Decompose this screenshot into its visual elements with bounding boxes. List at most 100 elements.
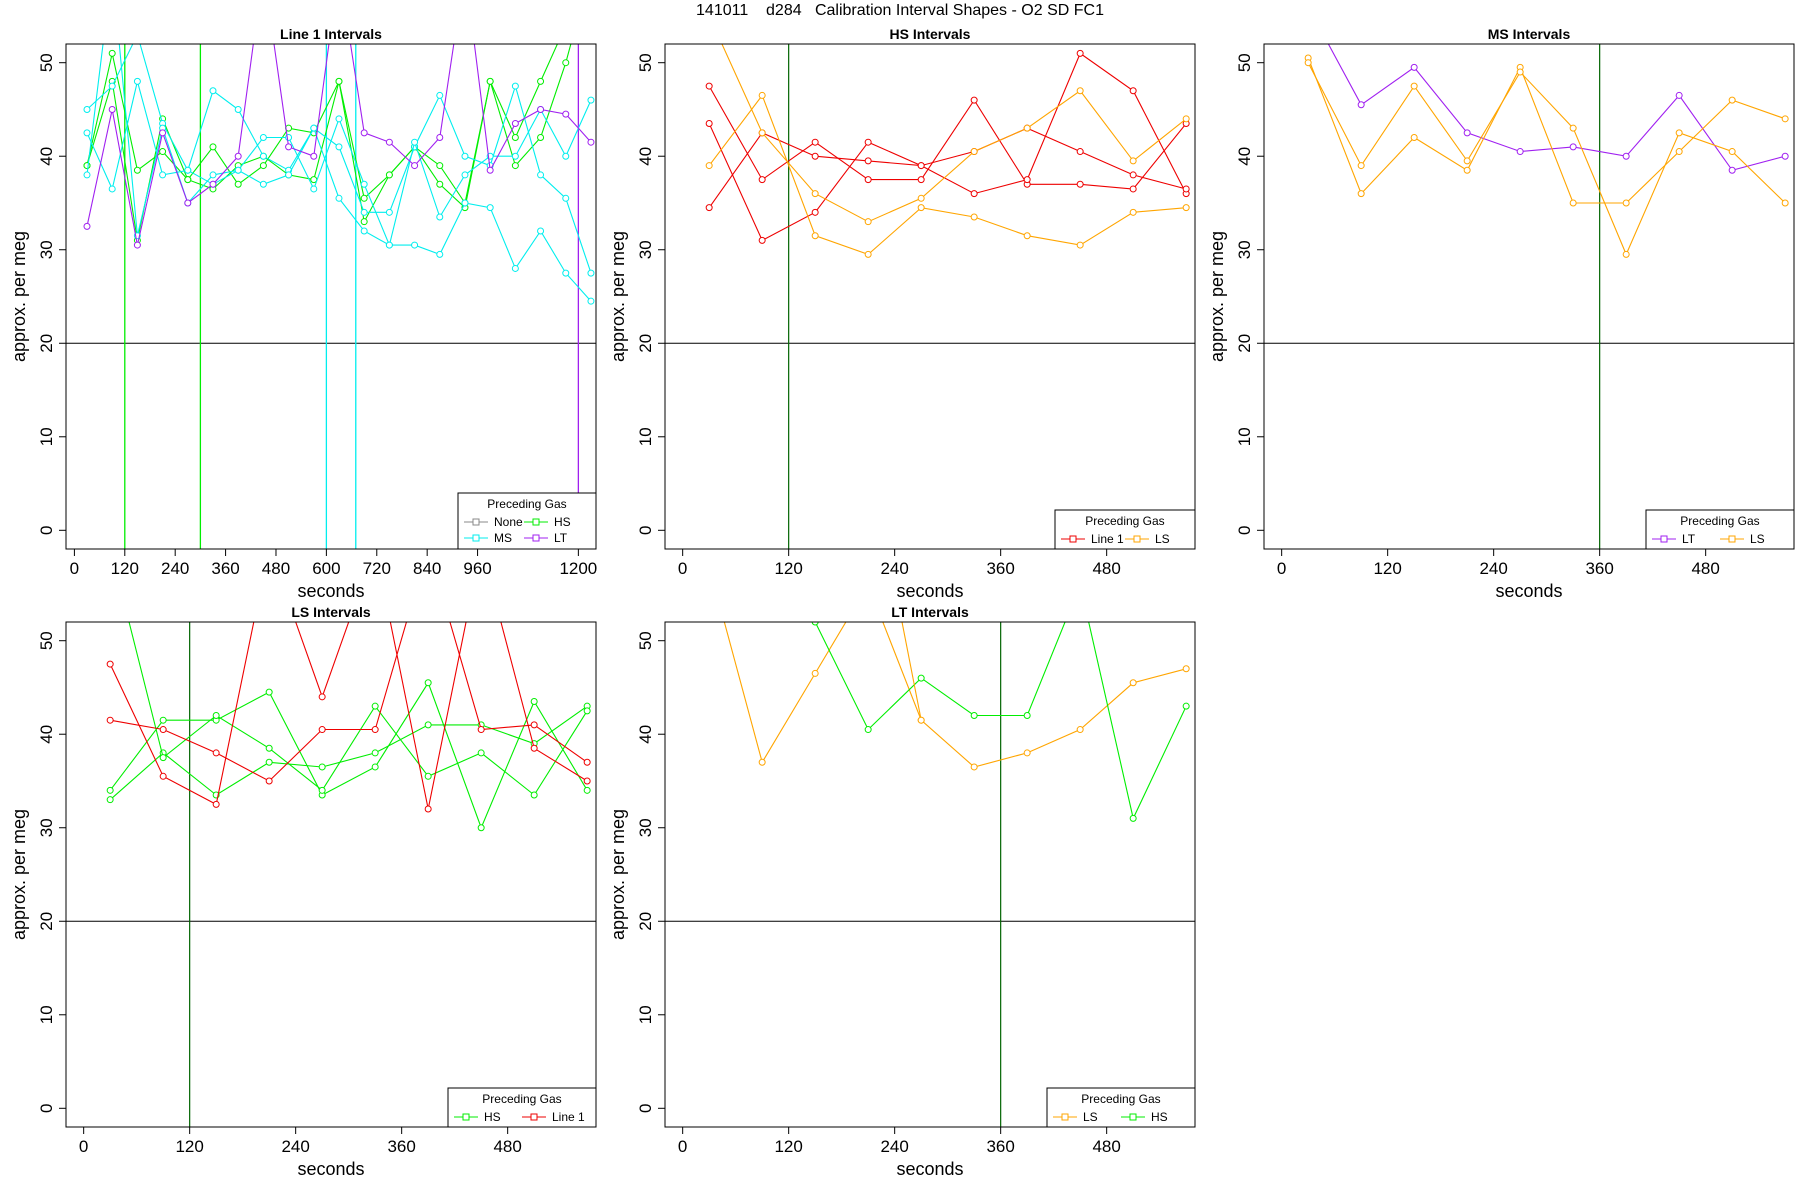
data-point (530, 697, 538, 705)
data-point (1129, 87, 1137, 95)
data-point (537, 227, 545, 235)
data-point (310, 124, 318, 132)
data-point (1569, 124, 1577, 132)
data-point (209, 171, 217, 179)
data-point (133, 241, 141, 249)
plot-area (66, 622, 596, 1127)
data-point (811, 190, 819, 198)
y-tick-label: 30 (37, 240, 56, 259)
y-tick-label: 40 (636, 147, 655, 166)
legend: Preceding Gas HS Line 1 (447, 1087, 597, 1128)
data-point (212, 749, 220, 757)
legend: Preceding Gas Line 1 LS (1054, 509, 1196, 550)
legend-label: HS (554, 515, 571, 529)
x-tick-label: 600 (312, 559, 340, 578)
data-point (1781, 199, 1789, 207)
data-point (864, 726, 872, 734)
data-point (1076, 49, 1084, 57)
legend: Preceding Gas LS HS (1046, 1087, 1196, 1128)
data-point (511, 152, 519, 160)
data-point (1076, 87, 1084, 95)
x-tick-label: 480 (1092, 559, 1120, 578)
data-point (587, 138, 595, 146)
data-point (1357, 190, 1365, 198)
y-tick-label: 20 (636, 334, 655, 353)
data-point (1182, 204, 1190, 212)
data-point (477, 749, 485, 757)
y-tick-label: 40 (37, 725, 56, 744)
series-line (1327, 44, 1786, 171)
data-point (1076, 726, 1084, 734)
legend: Preceding Gas None HS MS LT (457, 492, 597, 550)
data-point (1077, 582, 1083, 588)
data-point (530, 744, 538, 752)
data-point (705, 119, 713, 127)
data-point (511, 162, 519, 170)
x-tick-label: 360 (986, 1137, 1014, 1156)
y-tick-label: 50 (37, 631, 56, 650)
data-point (1622, 199, 1630, 207)
panel-title: LT Intervals (891, 604, 969, 620)
data-point (583, 758, 591, 766)
data-point (335, 143, 343, 151)
y-tick-label: 10 (1235, 427, 1254, 446)
series-line (708, 94, 1187, 256)
y-tick-label: 0 (37, 526, 56, 535)
legend-label: LT (554, 531, 568, 545)
data-point (970, 190, 978, 198)
data-point (1675, 148, 1683, 156)
y-tick-label: 0 (636, 526, 655, 535)
data-point (1182, 702, 1190, 710)
data-point (1569, 143, 1577, 151)
data-point (371, 702, 379, 710)
plot-area (665, 582, 1195, 1127)
data-point (83, 105, 91, 113)
series-line (708, 85, 1187, 190)
data-point (310, 185, 318, 193)
legend-swatch-marker (1660, 535, 1668, 543)
chart-panel: Line 1 Intervals 0 120 240 360 480 600 720 840 96… (9, 26, 597, 601)
data-point (705, 82, 713, 90)
series-line (86, 44, 592, 246)
data-point (917, 204, 925, 212)
data-point (530, 791, 538, 799)
data-point (758, 236, 766, 244)
data-point (360, 194, 368, 202)
data-point (1023, 712, 1031, 720)
data-point (259, 134, 267, 142)
data-point (1129, 171, 1137, 179)
y-tick-label: 20 (37, 334, 56, 353)
data-point (371, 763, 379, 771)
y-axis-label: approx. per meg (9, 809, 29, 940)
data-point (1023, 749, 1031, 757)
data-point (587, 297, 595, 305)
panel-title: HS Intervals (890, 26, 971, 42)
series-line (1307, 57, 1786, 204)
data-point (486, 77, 494, 85)
data-point (705, 162, 713, 170)
y-axis-label: approx. per meg (608, 809, 628, 940)
panel-title: LS Intervals (291, 604, 371, 620)
plot-area (665, 44, 1195, 549)
y-tick-label: 50 (1235, 53, 1254, 72)
x-tick-label: 240 (880, 559, 908, 578)
data-point (436, 162, 444, 170)
data-point (583, 777, 591, 785)
x-tick-label: 1200 (559, 559, 597, 578)
legend-label: Line 1 (1091, 532, 1124, 546)
data-point (477, 824, 485, 832)
data-point (265, 777, 273, 785)
data-point (811, 622, 819, 626)
legend-swatch-marker (532, 534, 540, 542)
data-point (424, 679, 432, 687)
x-tick-label: 480 (262, 559, 290, 578)
data-point (864, 176, 872, 184)
x-axis-label: seconds (1495, 581, 1562, 601)
data-point (335, 194, 343, 202)
data-point (864, 157, 872, 165)
legend-box (1046, 1087, 1196, 1128)
y-tick-label: 30 (37, 818, 56, 837)
data-point (530, 721, 538, 729)
data-point (583, 786, 591, 794)
